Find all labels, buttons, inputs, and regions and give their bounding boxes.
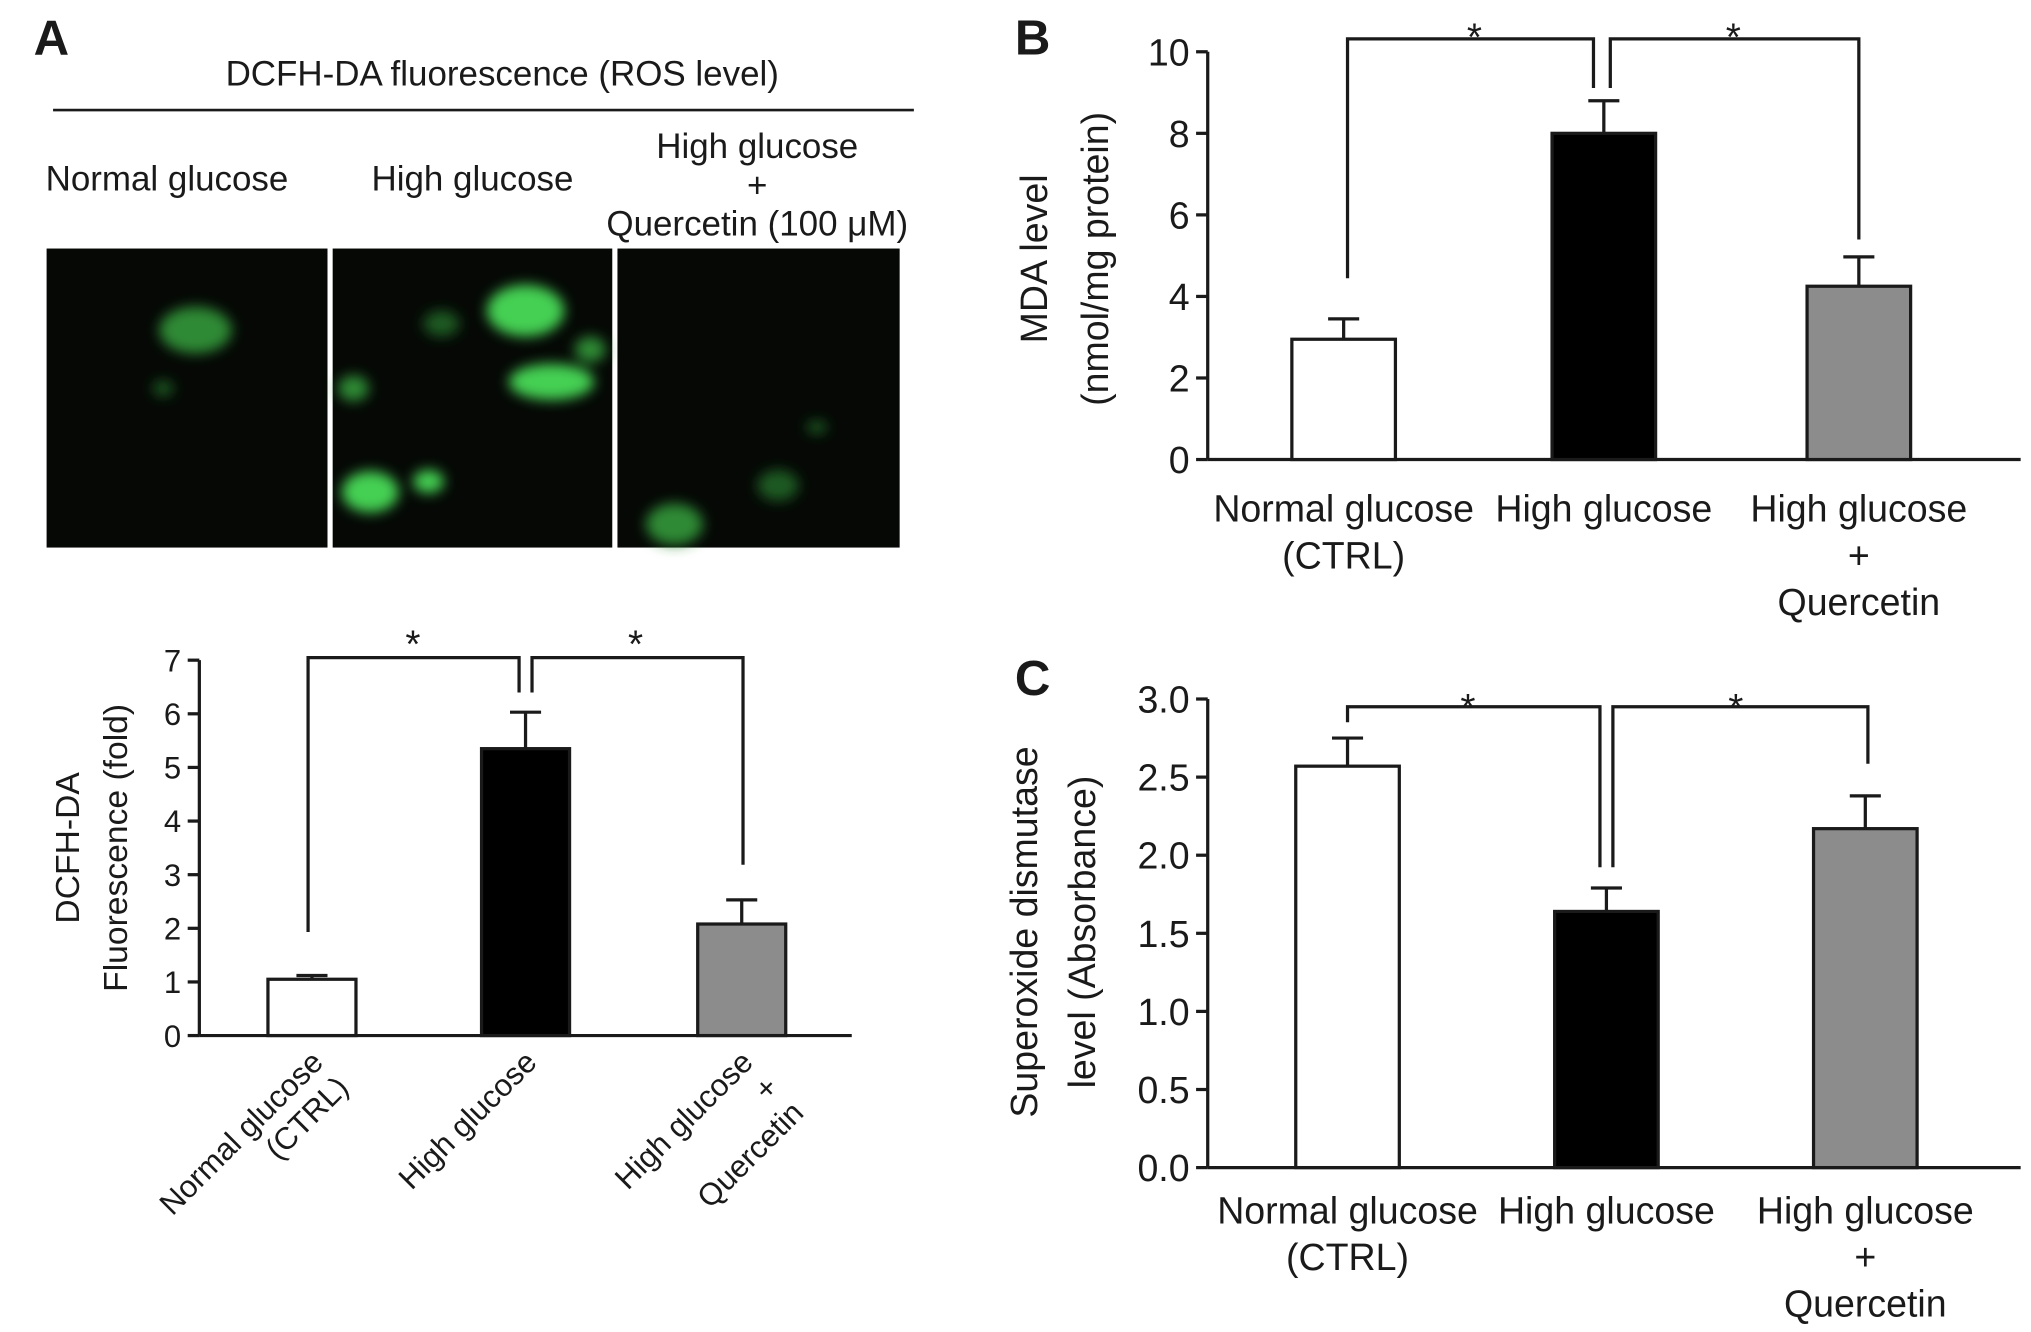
chart: 0 1 2 3 4 5 6 7 DCFH-DA Fluorescence (fold)Normal… — [50, 624, 852, 1247]
y-axis-label: DCFH-DA Fluorescence (fold) — [50, 704, 135, 992]
y-tick-label: 0 — [164, 1019, 181, 1054]
significance-star: * — [628, 624, 643, 667]
error-bar — [726, 898, 758, 925]
significance-bracket — [1608, 37, 1861, 240]
x-tick-label: Normal glucose(CTRL) — [153, 1044, 356, 1247]
y-tick-label: 6 — [1169, 194, 1190, 236]
image-column-label: Normal glucose — [46, 159, 289, 198]
error-bar — [1849, 794, 1881, 829]
error-bar — [510, 710, 542, 749]
bar — [479, 747, 572, 1038]
image-title: DCFH-DA fluorescence (ROS level) — [226, 54, 779, 93]
bar — [1553, 909, 1660, 1170]
error-bar — [1590, 886, 1622, 912]
bar — [1550, 131, 1658, 462]
x-tick-label: High glucose+Quercetin — [1757, 1189, 1974, 1324]
panel-label: B — [1015, 10, 1051, 65]
y-tick-label: 8 — [1169, 113, 1190, 155]
significance-bracket — [1345, 705, 1602, 868]
significance-star: * — [1460, 687, 1475, 730]
y-tick-label: 4 — [164, 804, 181, 839]
chart: 0 2 4 6 8 10 MDA level (nmol/mg protein) Normal … — [1013, 16, 2021, 623]
y-tick-label: 0 — [1169, 439, 1190, 481]
significance-star: * — [1726, 16, 1741, 59]
y-tick-label: 1 — [164, 965, 181, 1000]
bar — [1805, 284, 1913, 462]
error-bar — [1588, 99, 1620, 134]
y-axis-label: MDA level (nmol/mg protein) — [1013, 112, 1116, 406]
y-tick-label: 2 — [164, 911, 181, 946]
x-tick-label: High glucose+Quercetin — [608, 1044, 810, 1246]
significance-star: * — [405, 624, 420, 667]
y-tick-label: 2 — [1169, 357, 1190, 399]
significance-star: * — [1728, 687, 1743, 730]
y-tick-label: 6 — [164, 697, 181, 732]
y-tick-label: 2.5 — [1137, 757, 1189, 799]
y-tick-label: 5 — [164, 751, 181, 786]
panel-label: C — [1015, 651, 1051, 706]
x-tick-label: High glucose — [1498, 1189, 1715, 1231]
y-tick-label: 1.0 — [1137, 991, 1189, 1033]
significance-bracket — [306, 655, 521, 933]
x-tick-label: Normal glucose(CTRL) — [1213, 488, 1474, 577]
bar — [1811, 827, 1919, 1170]
y-tick-label: 7 — [164, 643, 181, 678]
chart: 0.0 0.5 1.0 1.5 2.0 2.5 3.0 Superoxide dismutas… — [1003, 679, 2021, 1324]
micrographs — [46, 248, 900, 548]
bar — [1294, 764, 1401, 1170]
y-tick-label: 2.0 — [1137, 835, 1189, 877]
y-tick-label: 10 — [1148, 31, 1190, 73]
image-column-label: High glucose — [371, 159, 573, 198]
x-tick-label: High glucose — [1495, 488, 1712, 530]
bar — [1290, 337, 1398, 462]
significance-bracket — [1611, 705, 1870, 868]
x-tick-label: High glucose — [392, 1044, 544, 1196]
y-tick-label: 1.5 — [1137, 913, 1189, 955]
image-column-label: High glucose + Quercetin (100 μM) — [606, 127, 908, 244]
x-tick-label: Normal glucose(CTRL) — [1217, 1189, 1478, 1278]
cells — [152, 284, 828, 545]
x-tick-label: High glucose+Quercetin — [1750, 488, 1967, 623]
error-bar — [1328, 317, 1360, 340]
y-tick-label: 3.0 — [1137, 679, 1189, 721]
error-bar — [296, 973, 328, 980]
y-tick-label: 0.5 — [1137, 1069, 1189, 1111]
y-axis-label: Superoxide dismutase level (Absorbance) — [1003, 746, 1103, 1117]
micrograph — [46, 248, 328, 548]
bar — [266, 977, 358, 1038]
y-tick-label: 4 — [1169, 276, 1190, 318]
significance-bracket — [1345, 37, 1596, 279]
y-tick-label: 0.0 — [1137, 1147, 1189, 1189]
y-tick-label: 3 — [164, 858, 181, 893]
error-bar — [1331, 736, 1364, 767]
bar — [696, 922, 788, 1038]
significance-bracket — [530, 655, 745, 865]
error-bar — [1843, 255, 1875, 287]
significance-star: * — [1467, 16, 1482, 59]
micrograph — [617, 248, 900, 548]
panel-label: A — [34, 10, 70, 65]
